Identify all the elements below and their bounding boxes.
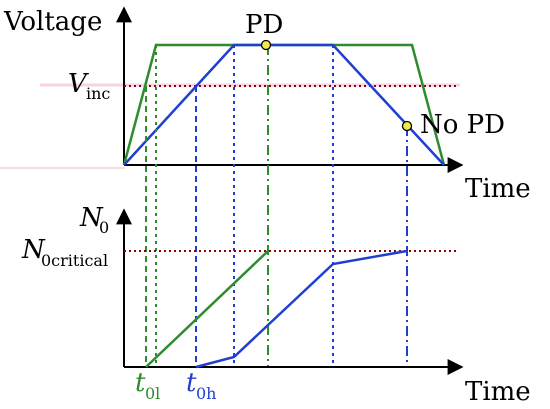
t0h-label-main: t [186,368,197,398]
no-pd-marker [401,120,413,132]
vinc-label: V inc [68,69,110,103]
bottom-x-label: Time [465,377,531,407]
t0l-label-main: t [135,368,146,398]
t0l-label-sub: 0l [145,384,160,403]
n0-axis-label-main: N [79,203,104,233]
n0-critical-label-sub: 0critical [41,251,108,270]
vinc-label-sub: inc [86,84,110,103]
t0l-label: t 0l [135,368,160,403]
top-y-label: Voltage [3,7,102,37]
top-x-label: Time [465,174,531,204]
n0-axis-label: N 0 [79,203,109,237]
pd-label: PD [245,10,283,40]
n0-axis-label-sub: 0 [99,218,109,237]
no-pd-label: No PD [420,110,505,140]
blue-voltage-trace [123,43,445,166]
pd-marker [260,39,272,51]
vinc-label-main: V [68,69,89,99]
n0-critical-label-main: N [21,235,46,265]
n0-critical-label: N 0critical [21,235,108,270]
blue-n0-trace [195,249,408,369]
t0h-label-sub: 0h [196,384,216,403]
green-voltage-trace [122,43,446,166]
t0h-label: t 0h [186,368,216,403]
green-n0-trace [145,250,269,368]
bottom-axes [116,208,464,375]
